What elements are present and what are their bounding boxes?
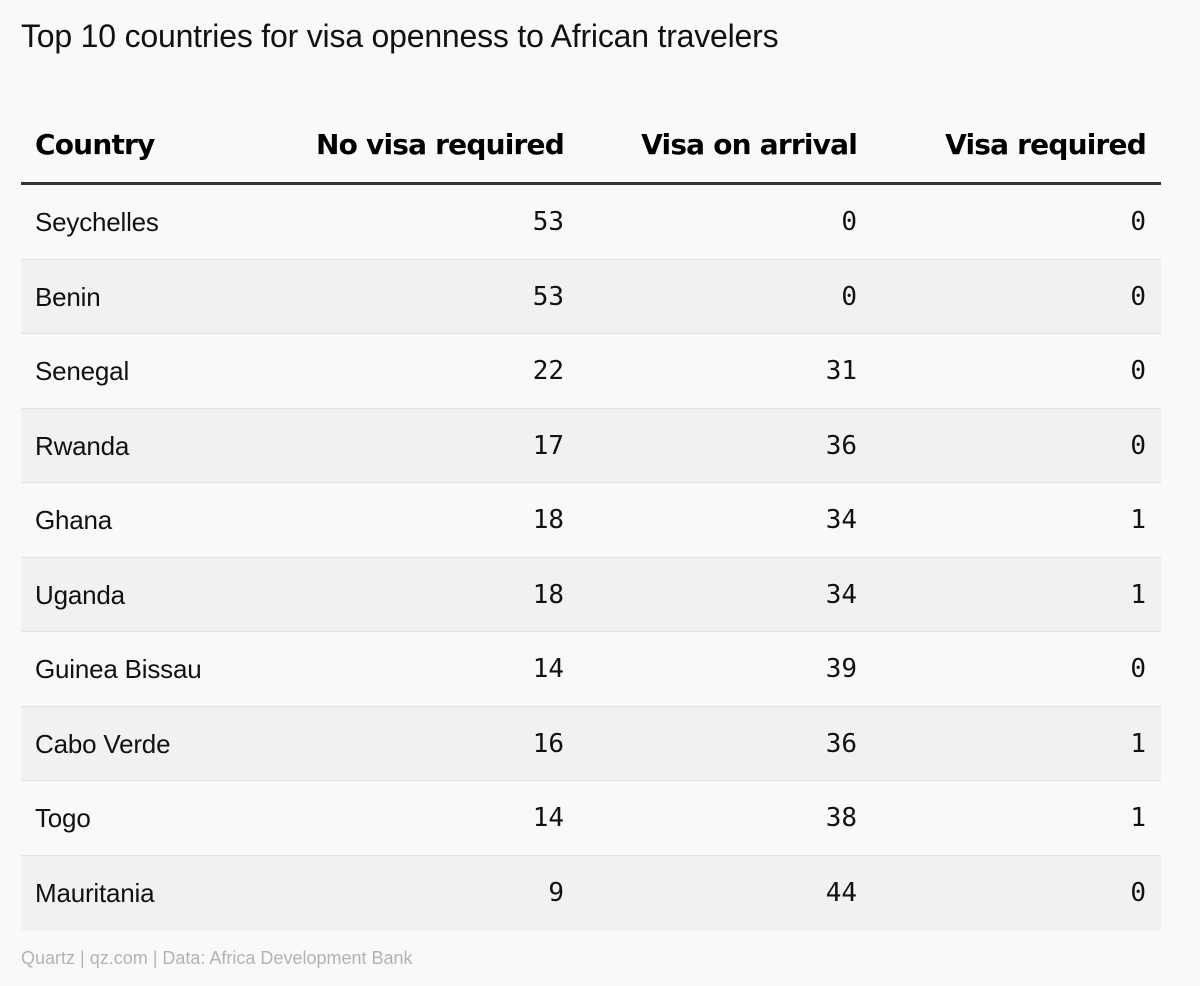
visa-required-cell: 0 <box>1130 281 1146 312</box>
country-cell: Ghana <box>35 505 113 535</box>
table-row: Seychelles 53 0 0 <box>21 185 1161 260</box>
visa-required-cell: 0 <box>1130 356 1146 386</box>
table-row: Guinea Bissau 14 39 0 <box>21 632 1161 707</box>
no-visa-cell: 22 <box>532 356 564 386</box>
table-row: Mauritania 9 44 0 <box>21 855 1161 930</box>
visa-on-arrival-cell: 39 <box>825 654 857 684</box>
country-cell: Uganda <box>35 579 125 610</box>
table-row: Benin 53 0 0 <box>21 259 1161 334</box>
no-visa-cell: 17 <box>532 430 564 461</box>
visa-on-arrival-cell: 36 <box>825 728 857 759</box>
country-cell: Guinea Bissau <box>35 654 202 684</box>
country-cell: Benin <box>35 281 101 312</box>
visa-on-arrival-cell: 38 <box>825 803 857 833</box>
visa-on-arrival-cell: 0 <box>841 281 857 312</box>
no-visa-cell: 18 <box>532 579 564 610</box>
visa-required-cell: 0 <box>1130 877 1146 908</box>
country-cell: Seychelles <box>35 207 159 237</box>
table-row: Ghana 18 34 1 <box>21 483 1161 558</box>
no-visa-cell: 18 <box>532 505 564 535</box>
no-visa-cell: 53 <box>532 281 564 312</box>
no-visa-cell: 14 <box>532 654 564 684</box>
visa-required-cell: 1 <box>1130 505 1146 535</box>
table-header: Country No visa required Visa on arrival… <box>21 108 1161 185</box>
visa-on-arrival-cell: 44 <box>825 877 857 908</box>
no-visa-cell: 16 <box>532 728 564 759</box>
column-header-visa-on-arrival: Visa on arrival <box>641 128 858 161</box>
source-note: Quartz | qz.com | Data: Africa Developme… <box>21 948 413 968</box>
visa-required-cell: 0 <box>1130 430 1146 461</box>
column-header-no-visa: No visa required <box>316 128 565 161</box>
no-visa-cell: 14 <box>532 803 564 833</box>
visa-required-cell: 1 <box>1130 579 1146 610</box>
table-row: Cabo Verde 16 36 1 <box>21 706 1161 781</box>
table-row: Uganda 18 34 1 <box>21 557 1161 632</box>
visa-on-arrival-cell: 34 <box>825 505 857 535</box>
column-header-visa-required: Visa required <box>945 128 1147 161</box>
table-body: Seychelles 53 0 0 Benin 53 0 0 Senegal 22 31 0 Rwand… <box>21 185 1161 930</box>
country-cell: Mauritania <box>35 877 155 908</box>
visa-on-arrival-cell: 34 <box>825 579 857 610</box>
no-visa-cell: 53 <box>532 207 564 237</box>
visa-on-arrival-cell: 0 <box>841 207 857 237</box>
country-cell: Senegal <box>35 356 130 386</box>
table-row: Senegal 22 31 0 <box>21 334 1161 409</box>
visa-on-arrival-cell: 31 <box>825 356 857 386</box>
country-cell: Togo <box>35 803 91 833</box>
visa-required-cell: 1 <box>1130 728 1146 759</box>
country-cell: Cabo Verde <box>35 728 171 759</box>
country-cell: Rwanda <box>35 430 130 461</box>
chart-title: Top 10 countries for visa openness to Af… <box>21 18 779 54</box>
visa-on-arrival-cell: 36 <box>825 430 857 461</box>
column-header-country: Country <box>35 128 155 161</box>
table-row: Rwanda 17 36 0 <box>21 408 1161 483</box>
visa-required-cell: 1 <box>1130 803 1146 833</box>
data-table: Country No visa required Visa on arrival… <box>21 108 1161 930</box>
visa-required-cell: 0 <box>1130 207 1146 237</box>
no-visa-cell: 9 <box>548 877 564 908</box>
visa-required-cell: 0 <box>1130 654 1146 684</box>
table-row: Togo 14 38 1 <box>21 781 1161 856</box>
